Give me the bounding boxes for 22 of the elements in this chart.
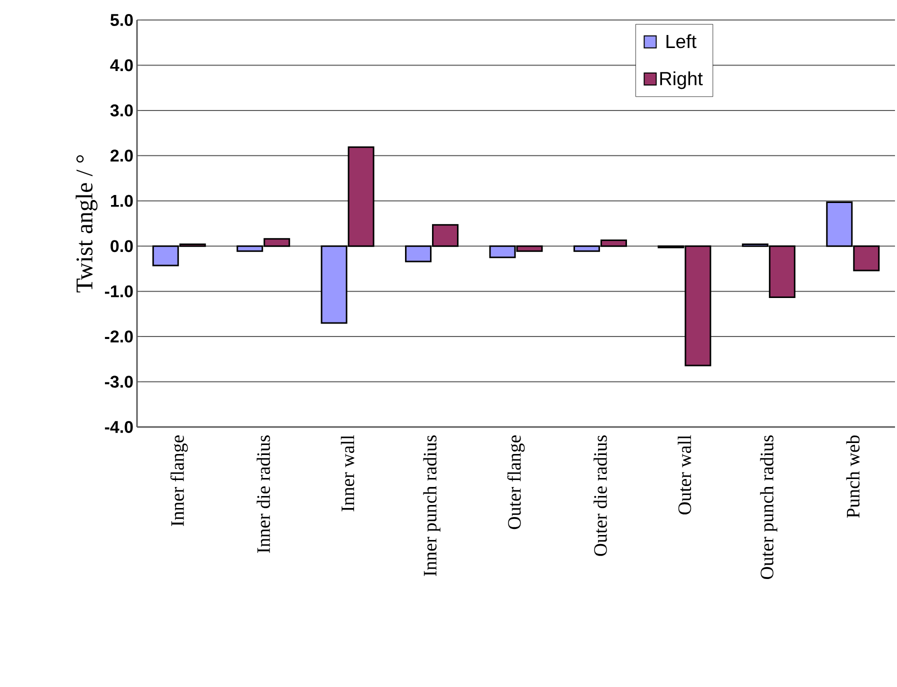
x-tick-label: Inner flange xyxy=(170,435,188,526)
y-tick-label: -1.0 xyxy=(104,285,133,298)
y-tick-label: 1.0 xyxy=(111,194,133,207)
legend-label: Right xyxy=(660,71,703,90)
x-tick-label: Inner punch radius xyxy=(423,435,440,576)
x-tick-label: Outer wall xyxy=(678,435,692,514)
x-tick-label: Outer punch radius xyxy=(760,435,778,580)
x-tick-label: Punch web xyxy=(846,435,860,518)
x-tick-label: Inner die radius xyxy=(256,435,270,553)
y-tick-label: -2.0 xyxy=(104,330,133,343)
y-tick-label: 3.0 xyxy=(110,104,133,116)
y-tick-label: 2.0 xyxy=(110,150,133,162)
x-tick-label: Inner wall xyxy=(340,435,354,512)
x-tick-label: Outer flange xyxy=(507,435,525,530)
y-tick-label: 5.0 xyxy=(110,14,133,26)
y-tick-label: -4.0 xyxy=(104,420,133,433)
x-tick-label: Outer die radius xyxy=(594,435,607,556)
y-tick-label: 0.0 xyxy=(110,240,133,252)
legend-label: Left xyxy=(666,34,696,48)
y-axis-title: Twist angle / ° xyxy=(76,155,98,292)
y-tick-label: -3.0 xyxy=(104,376,133,388)
y-tick-label: 4.0 xyxy=(110,59,133,72)
